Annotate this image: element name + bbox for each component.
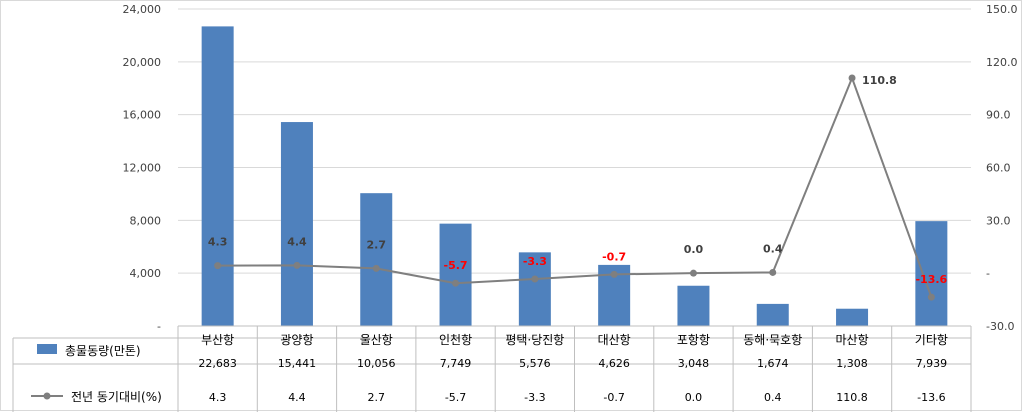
line-point	[214, 262, 222, 270]
left-axis-tick-label: 8,000	[130, 214, 162, 227]
table-bar-value: 1,308	[836, 357, 868, 370]
left-axis-tick-label: -	[157, 320, 161, 333]
right-axis-tick-label: -	[986, 267, 990, 280]
category-label: 마산항	[835, 333, 868, 347]
table-bar-value: 1,674	[757, 357, 789, 370]
bar	[836, 308, 869, 326]
axes: -4,0008,00012,00016,00020,00024,000-30.0…	[123, 3, 1018, 333]
bar	[756, 303, 789, 326]
category-label: 광양항	[280, 333, 313, 347]
line-data-label: -13.6	[915, 273, 947, 286]
line-point	[452, 279, 460, 287]
line-series: 4.3 4.4 2.7 -5.7 -3.3 -0.7 0.0 0.4 110.8 -13.6	[208, 74, 948, 301]
line-data-label: -5.7	[444, 259, 468, 272]
line-data-label: 4.4	[287, 235, 307, 248]
table-line-value: -3.3	[524, 391, 545, 404]
table-line-value: 0.0	[685, 391, 703, 404]
bar	[439, 223, 472, 326]
table-bar-value: 4,626	[598, 357, 630, 370]
right-axis-tick-label: 120.0	[986, 56, 1018, 69]
line-point	[848, 74, 856, 82]
bar	[201, 26, 234, 326]
category-label: 대산항	[598, 333, 631, 347]
line-data-label: 2.7	[367, 238, 387, 251]
line-data-label: 0.0	[684, 243, 704, 256]
line-data-label: -0.7	[602, 250, 626, 263]
bar	[915, 221, 948, 326]
left-axis-tick-label: 24,000	[123, 3, 162, 16]
line-point	[372, 264, 380, 272]
category-label: 동해·묵호항	[743, 333, 802, 347]
category-label: 부산항	[201, 333, 234, 347]
line-data-label: 4.3	[208, 236, 228, 249]
table-bar-value: 7,939	[916, 357, 948, 370]
table-bar-value: 10,056	[357, 357, 396, 370]
right-axis-tick-label: -30.0	[986, 320, 1014, 333]
left-axis-tick-label: 12,000	[123, 162, 162, 175]
right-axis-tick-label: 150.0	[986, 3, 1018, 16]
right-axis-tick-label: 60.0	[986, 162, 1011, 175]
line-point	[769, 268, 777, 276]
right-axis-tick-label: 30.0	[986, 214, 1011, 227]
table-line-value: -0.7	[603, 391, 624, 404]
line-point	[293, 261, 301, 269]
left-axis-tick-label: 4,000	[130, 267, 162, 280]
line-point	[927, 293, 935, 301]
bar	[518, 252, 551, 326]
table-line-value: -5.7	[445, 391, 466, 404]
series-line	[217, 75, 933, 298]
category-label: 포항항	[677, 333, 710, 347]
line-data-label: 0.4	[763, 242, 783, 255]
table-line-value: 4.3	[209, 391, 227, 404]
line-point	[689, 269, 697, 277]
bar	[280, 122, 313, 326]
data-table: 부산항 광양항 울산항 인천항 평택·당진항 대산항 포항항 동해·묵호항 마산항 기타항총물동량…	[12, 325, 972, 413]
line-legend-marker	[43, 392, 51, 400]
table-line-value: 0.4	[764, 391, 782, 404]
line-data-label: -3.3	[523, 255, 547, 268]
table-line-value: 110.8	[836, 391, 868, 404]
right-axis-tick-label: 90.0	[986, 109, 1011, 122]
category-label: 인천항	[439, 332, 472, 347]
table-bar-value: 15,441	[278, 357, 317, 370]
bar-series	[201, 26, 948, 326]
table-line-value: 2.7	[368, 391, 386, 404]
line-data-label: 110.8	[862, 74, 897, 87]
category-label: 평택·당진항	[505, 333, 564, 347]
left-axis-tick-label: 16,000	[123, 109, 162, 122]
line-point	[610, 270, 618, 278]
line-legend-label: 전년 동기대비(%)	[71, 390, 162, 404]
table-bar-value: 7,749	[440, 357, 472, 370]
table-bar-value: 3,048	[678, 357, 710, 370]
table-line-value: -13.6	[917, 391, 945, 404]
category-label: 기타항	[915, 333, 948, 347]
line-point	[531, 275, 539, 283]
bar	[677, 285, 710, 326]
left-axis-tick-label: 20,000	[123, 56, 162, 69]
category-label: 울산항	[360, 333, 393, 347]
bar-legend-label: 총물동량(만톤)	[65, 344, 141, 358]
bar-legend-swatch	[37, 344, 57, 354]
bar	[360, 193, 393, 326]
table-line-value: 4.4	[288, 391, 306, 404]
table-bar-value: 5,576	[519, 357, 551, 370]
table-bar-value: 22,683	[198, 357, 237, 370]
